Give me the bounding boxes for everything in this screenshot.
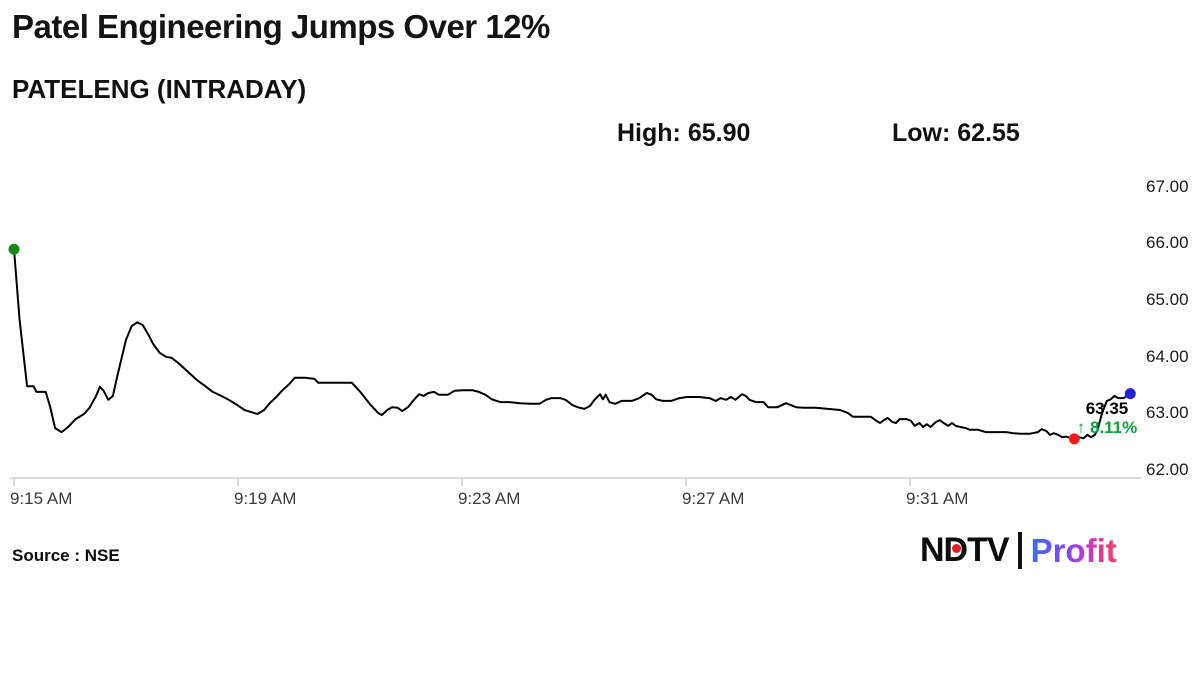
low-marker-dot	[1068, 433, 1080, 445]
high-value-label: High: 65.90	[617, 119, 751, 147]
ndtv-profit-logo: NDTV Profit	[920, 531, 1117, 570]
ndtv-wordmark: NDTV	[920, 531, 1010, 570]
y-tick-label: 66.00	[1146, 233, 1189, 252]
ndtv-text: NDTV	[920, 531, 1010, 569]
x-tick-label: 9:15 AM	[10, 489, 73, 508]
x-tick-label: 9:23 AM	[458, 489, 521, 508]
y-tick-label: 64.00	[1146, 347, 1189, 366]
y-tick-label: 67.00	[1146, 177, 1189, 196]
change-percent-value: 8.11%	[1089, 418, 1138, 437]
change-percent-line: ↑ 8.11%	[1074, 418, 1140, 437]
y-tick-label: 63.00	[1146, 403, 1189, 422]
y-tick-label: 62.00	[1146, 460, 1189, 479]
price-line	[13, 248, 1132, 440]
last-price-annotation: 63.35 ↑ 8.11%	[1074, 399, 1140, 437]
x-tick-label: 9:31 AM	[906, 489, 969, 508]
last-price-value: 63.35	[1085, 399, 1129, 418]
low-value-label: Low: 62.55	[892, 119, 1020, 147]
ndtv-red-dot-icon	[952, 544, 961, 553]
last-marker-dot	[1124, 388, 1136, 400]
up-arrow-icon: ↑	[1076, 418, 1086, 437]
x-tick-label: 9:27 AM	[682, 489, 745, 508]
logo-divider-bar	[1017, 532, 1022, 569]
symbol-subtitle: PATELENG (INTRADAY)	[12, 74, 307, 104]
page-title: Patel Engineering Jumps Over 12%	[12, 8, 550, 45]
open-marker-dot	[8, 243, 20, 255]
y-tick-label: 65.00	[1146, 290, 1189, 309]
source-attribution: Source : NSE	[12, 546, 120, 565]
x-tick-label: 9:19 AM	[234, 489, 297, 508]
profit-wordmark: Profit	[1030, 531, 1117, 569]
